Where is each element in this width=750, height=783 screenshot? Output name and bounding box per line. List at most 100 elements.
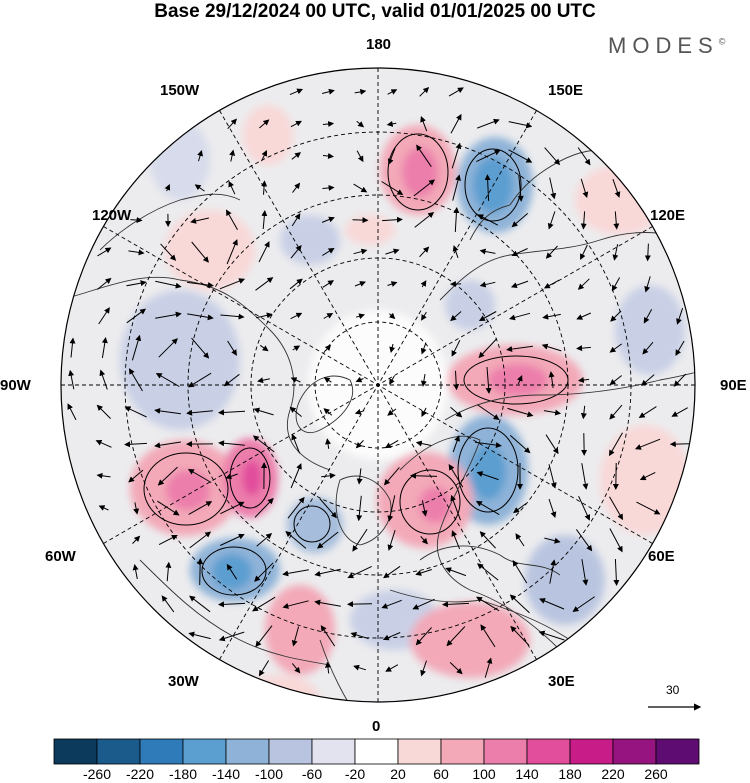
wind-vector-arrow	[511, 213, 529, 228]
anomaly-field	[120, 105, 690, 702]
wind-vector-arrow	[95, 439, 112, 448]
wind-vector-arrow	[387, 529, 396, 551]
wind-vector-arrow	[387, 147, 396, 165]
longitude-label-180: 180	[366, 36, 392, 53]
wind-vector-arrow	[611, 277, 621, 292]
wind-vector-arrow	[291, 152, 301, 160]
wind-vector-arrow	[96, 277, 112, 290]
wind-vector-arrow	[421, 407, 427, 417]
wind-vector-arrow	[290, 312, 303, 320]
wind-vector-arrow	[673, 373, 687, 387]
wind-vector-arrow	[542, 313, 561, 320]
wind-vector-arrow	[453, 207, 460, 233]
wind-vector-arrow	[415, 569, 432, 576]
colorbar-swatch	[139, 738, 184, 765]
wind-vector-arrow	[324, 661, 331, 674]
wind-vector-arrow	[539, 598, 565, 610]
wind-vector-arrow	[96, 472, 111, 479]
colorbar-tick-label: -220	[125, 766, 155, 782]
wind-vector-arrow	[188, 501, 213, 515]
colorbar-swatch	[53, 738, 98, 765]
wind-vector-arrow	[322, 184, 335, 191]
wind-vector-arrow	[476, 596, 500, 612]
wind-vector-arrow	[290, 463, 302, 489]
wind-vector-arrow	[291, 626, 300, 647]
colorbar-tick-label: 260	[644, 766, 668, 782]
wind-vector-arrow	[517, 175, 524, 202]
wind-vector-arrow	[314, 599, 341, 607]
wind-vector-arrow	[479, 531, 496, 549]
wind-vector-arrow	[580, 178, 589, 199]
wind-vector-arrow	[543, 279, 560, 289]
colorbar	[53, 738, 700, 765]
wind-vector-arrow	[415, 440, 432, 447]
wind-vector-arrow	[155, 280, 182, 289]
longitude-label-120e: 120E	[650, 207, 686, 224]
wind-vector-arrow	[636, 501, 661, 515]
colorbar-swatch	[440, 738, 485, 765]
longitude-label-90e: 90E	[720, 377, 747, 394]
wind-vector-arrow	[98, 505, 109, 511]
wind-vector-arrow	[226, 563, 238, 580]
wind-vector-arrow	[421, 311, 427, 321]
wind-vector-arrow	[420, 342, 427, 355]
wind-vector-arrow	[292, 182, 301, 193]
wind-vector-arrow	[509, 594, 530, 614]
wind-vector-arrow	[512, 560, 528, 584]
wind-vectors	[67, 87, 690, 678]
longitude-label-0: 0	[372, 718, 381, 735]
wind-vector-arrow	[419, 246, 430, 258]
wind-vector-arrow	[548, 464, 557, 489]
wind-vector-arrow	[420, 536, 428, 545]
wind-vector-arrow	[676, 308, 684, 325]
wind-vector-arrow	[475, 441, 502, 449]
wind-vector-arrow	[484, 657, 493, 678]
wind-vector-arrow	[256, 533, 273, 547]
wind-vector-arrow	[387, 408, 397, 416]
wind-vector-arrow	[225, 473, 238, 480]
wind-vector-arrow	[644, 243, 651, 262]
wind-vector-arrow	[291, 433, 301, 454]
wind-vector-arrow	[609, 496, 623, 521]
wind-vector-arrow	[387, 281, 398, 287]
wind-vector-arrow	[252, 435, 275, 453]
wind-vector-arrow	[352, 217, 369, 224]
wind-vector-arrow	[191, 337, 210, 359]
wind-vector-arrow	[420, 660, 427, 677]
wind-vector-arrow	[187, 313, 214, 321]
wind-vector-arrow	[634, 438, 661, 450]
map-border	[60, 67, 696, 703]
wind-vector-arrow	[165, 561, 172, 582]
wind-vector-arrow	[218, 440, 245, 447]
wind-vector-arrow	[511, 248, 528, 257]
wind-vector-arrow	[476, 149, 501, 163]
wind-vector-arrow	[290, 120, 302, 128]
wind-vector-arrow	[477, 118, 500, 129]
wind-vector-arrow	[543, 409, 562, 416]
wind-vector-arrow	[322, 121, 335, 127]
anomaly-high-mediterranean	[410, 602, 530, 678]
wind-vector-arrow	[575, 529, 593, 552]
wind-vector-arrow	[421, 500, 428, 517]
wind-vector-arrow	[227, 340, 237, 356]
wind-vector-arrow	[609, 528, 623, 553]
wind-vector-arrow	[291, 213, 301, 227]
colorbar-swatch	[225, 738, 270, 765]
wind-vector-arrow	[128, 249, 145, 256]
wind-vector-arrow	[382, 216, 403, 223]
reference-vector-label: 30	[666, 683, 680, 697]
wind-vector-arrow	[609, 432, 623, 457]
wind-vector-arrow	[638, 406, 657, 418]
wind-vector-arrow	[322, 280, 335, 288]
wind-vector-arrow	[410, 472, 438, 479]
wind-vector-arrow	[508, 121, 533, 129]
wind-vector-arrow	[576, 312, 592, 320]
wind-vector-arrow	[675, 340, 685, 356]
wind-vector-arrow	[161, 595, 175, 613]
wind-vector-arrow	[128, 469, 144, 483]
wind-vector-arrow	[415, 627, 432, 646]
wind-vector-arrow	[477, 214, 499, 226]
wind-vector-arrow	[509, 312, 531, 321]
wind-vector-arrow	[314, 568, 341, 577]
